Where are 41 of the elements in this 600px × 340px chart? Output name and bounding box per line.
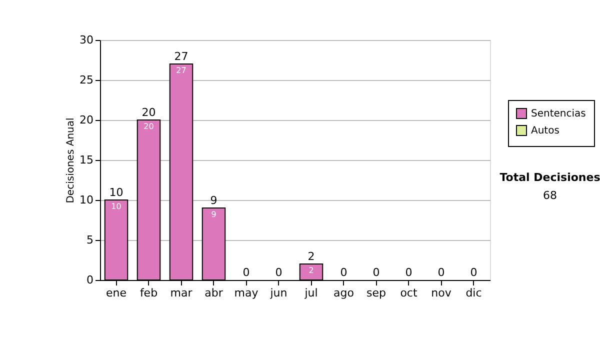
y-tick-label: 0: [86, 274, 94, 286]
x-tick-label: mar: [170, 286, 193, 300]
x-tick-label: may: [234, 286, 259, 300]
x-tick-label: jun: [269, 286, 288, 300]
total-label: 0: [372, 266, 380, 279]
total-label: 0: [470, 266, 478, 279]
y-tick-label: 30: [80, 34, 94, 46]
x-tick-label: oct: [400, 286, 418, 300]
text: 68: [543, 189, 557, 202]
legend-label: Autos: [531, 126, 560, 136]
x-tick-label: feb: [140, 286, 158, 300]
total-label: 0: [438, 266, 445, 279]
total-label: 20: [142, 106, 156, 119]
y-tick-label: 15: [80, 154, 94, 166]
x-tick-label: dic: [466, 286, 482, 300]
x-tick-label: sep: [366, 286, 386, 300]
y-tick-label: 10: [80, 194, 94, 206]
data-label: 20: [144, 122, 154, 131]
data-label: 9: [211, 210, 216, 219]
total-label: 10: [109, 186, 124, 199]
total-label: 0: [405, 266, 412, 279]
y-axis-title: Decisiones Anual: [66, 118, 77, 204]
total-label: 0: [340, 266, 348, 279]
y-tick-label: 25: [80, 74, 94, 86]
x-tick-label: ago: [334, 286, 354, 300]
x-tick-label: abr: [204, 286, 224, 300]
total-label: 0: [275, 266, 282, 279]
total-label: 27: [174, 50, 188, 63]
total-label: 2: [308, 250, 315, 263]
data-label: 10: [111, 202, 122, 211]
y-tick-label: 5: [86, 234, 94, 246]
y-tick-label: 20: [80, 114, 94, 126]
legend-label: Sentencias: [531, 108, 586, 120]
x-tick-label: ene: [106, 286, 127, 300]
total-label: 9: [210, 194, 218, 207]
data-label: 27: [176, 66, 186, 75]
text: Total Decisiones: [500, 171, 600, 184]
x-tick-label: jul: [304, 286, 318, 300]
x-tick-label: nov: [431, 286, 452, 300]
total-label: 0: [242, 266, 250, 279]
data-label: 2: [308, 266, 314, 275]
